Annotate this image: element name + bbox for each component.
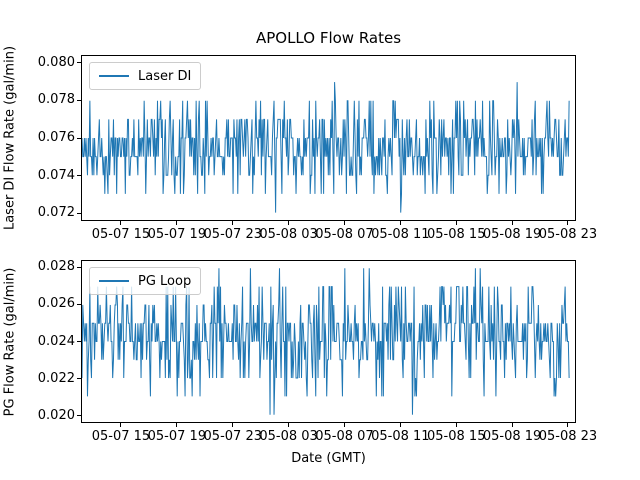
x-tick-mark xyxy=(511,221,513,225)
x-tick-mark xyxy=(288,221,290,225)
x-tick-mark xyxy=(455,423,457,427)
y-tick-mark xyxy=(77,341,81,342)
y-tick-mark xyxy=(77,175,81,177)
x-tick-label: 05-08 15 xyxy=(427,429,486,444)
chart-title: APOLLO Flow Rates xyxy=(255,29,402,47)
y-tick-label: 0.026 xyxy=(37,296,75,312)
x-tick-mark xyxy=(399,221,401,225)
y-tick-label: 0.020 xyxy=(37,407,75,423)
top-legend: Laser DI xyxy=(89,62,202,90)
x-tick-mark xyxy=(120,423,122,427)
x-tick-mark xyxy=(455,221,457,225)
laser-di-flow-line-plot xyxy=(82,82,570,213)
y-tick-label: 0.072 xyxy=(37,205,75,221)
x-tick-label: 05-08 23 xyxy=(538,227,598,242)
x-tick-mark xyxy=(288,423,290,427)
y-tick-label: 0.022 xyxy=(37,370,75,386)
y-tick-mark xyxy=(77,303,81,305)
x-tick-mark xyxy=(232,221,234,225)
y-tick-label: 0.076 xyxy=(37,130,75,145)
x-tick-label: 05-08 19 xyxy=(482,227,542,242)
x-tick-label: 05-08 03 xyxy=(259,227,318,242)
x-tick-label: 05-08 11 xyxy=(371,429,430,444)
x-tick-label: 05-08 07 xyxy=(315,227,374,242)
y-tick-mark xyxy=(77,415,81,417)
y-tick-mark xyxy=(77,137,81,139)
x-tick-label: 05-08 03 xyxy=(259,429,318,444)
legend-line-swatch xyxy=(99,75,129,77)
bottom-axes: PG Loop xyxy=(81,260,576,423)
y-tick-mark xyxy=(77,212,81,214)
top-axes: Laser DI xyxy=(81,55,576,221)
y-tick-label: 0.024 xyxy=(37,333,75,349)
pg-loop-flow-line-plot xyxy=(82,268,570,415)
x-tick-label: 05-07 19 xyxy=(147,429,207,444)
y-tick-label: 0.078 xyxy=(37,92,75,108)
x-tick-label: 05-08 19 xyxy=(482,429,542,444)
x-axis-label: Date (GMT) xyxy=(291,451,366,466)
x-tick-mark xyxy=(343,423,345,427)
x-tick-label: 05-07 15 xyxy=(91,429,151,444)
x-tick-mark xyxy=(511,423,513,427)
y-tick-label: 0.080 xyxy=(37,54,75,70)
bottom-legend: PG Loop xyxy=(89,267,202,295)
y-tick-label: 0.028 xyxy=(37,259,75,275)
x-tick-mark xyxy=(120,221,122,225)
y-tick-label: 0.074 xyxy=(37,167,75,183)
x-tick-mark xyxy=(567,221,569,225)
x-tick-label: 05-07 23 xyxy=(203,429,262,444)
y-tick-mark xyxy=(77,378,81,380)
x-tick-mark xyxy=(567,423,569,427)
x-tick-mark xyxy=(176,221,178,225)
x-tick-label: 05-08 23 xyxy=(538,429,598,444)
x-tick-label: 05-08 07 xyxy=(315,429,374,444)
y-tick-mark xyxy=(77,62,81,64)
x-tick-label: 05-07 19 xyxy=(147,227,207,242)
x-tick-mark xyxy=(232,423,234,427)
x-tick-mark xyxy=(399,423,401,427)
legend-label: Laser DI xyxy=(138,68,192,84)
x-tick-label: 05-08 11 xyxy=(371,227,430,242)
y-tick-mark xyxy=(77,99,81,101)
x-tick-label: 05-08 15 xyxy=(427,227,486,242)
legend-line-swatch xyxy=(99,280,129,282)
legend-label: PG Loop xyxy=(138,273,192,289)
x-tick-label: 05-07 15 xyxy=(91,227,151,242)
x-tick-mark xyxy=(176,423,178,427)
x-tick-label: 05-07 23 xyxy=(203,227,262,242)
x-tick-mark xyxy=(343,221,345,225)
y-tick-mark xyxy=(77,266,81,268)
